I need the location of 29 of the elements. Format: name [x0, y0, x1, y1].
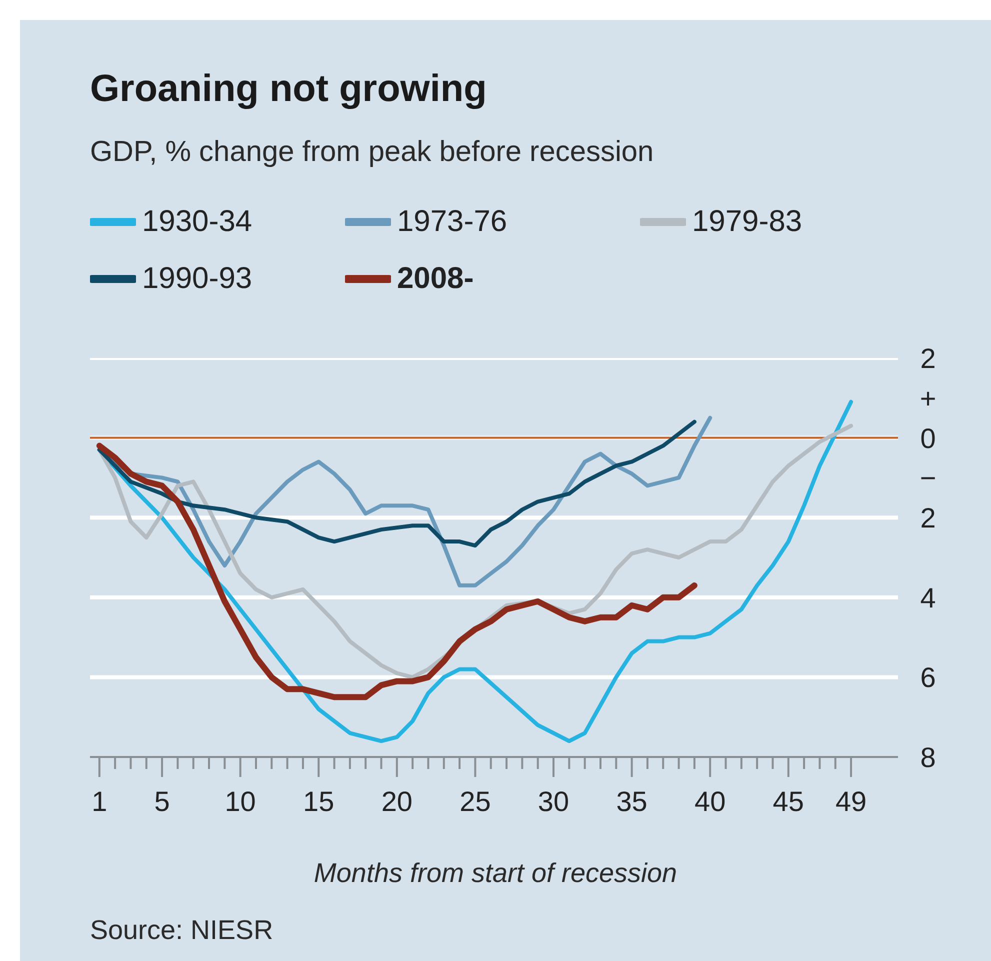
y-tick-label: 4 — [920, 582, 936, 614]
x-tick-label: 15 — [303, 786, 334, 817]
chart-title: Groaning not growing — [90, 68, 487, 110]
y-tick-label: 2 — [920, 502, 936, 534]
legend-label: 1990-93 — [142, 262, 252, 296]
legend-label: 1973-76 — [397, 205, 508, 239]
x-tick-label: 20 — [381, 786, 412, 817]
y-tick-label: + — [920, 382, 936, 414]
y-tick-label: 2 — [920, 343, 936, 374]
legend-label: 1979-83 — [692, 205, 802, 239]
x-axis-title: Months from start of recession — [314, 858, 678, 888]
x-tick-label: 45 — [772, 786, 804, 817]
x-tick-label: 25 — [460, 786, 491, 817]
x-tick-label: 30 — [538, 786, 570, 817]
x-tick-label: 49 — [835, 786, 867, 817]
legend-label: 1930-34 — [142, 205, 252, 239]
x-tick-label: 10 — [224, 786, 256, 817]
y-tick-label: 0 — [920, 422, 936, 454]
x-tick-label: 40 — [694, 786, 726, 817]
y-tick-label: − — [920, 462, 936, 494]
x-tick-label: 1 — [92, 786, 108, 817]
source-note: Source: NIESR — [90, 915, 274, 945]
x-tick-label: 35 — [616, 786, 648, 817]
y-tick-label: 6 — [920, 662, 936, 694]
line-series — [97, 420, 696, 548]
chart-subtitle: GDP, % change from peak before recession — [90, 136, 654, 168]
y-tick-label: 8 — [920, 742, 936, 773]
x-tick-label: 5 — [154, 786, 170, 817]
legend-label: 2008- — [397, 262, 474, 296]
